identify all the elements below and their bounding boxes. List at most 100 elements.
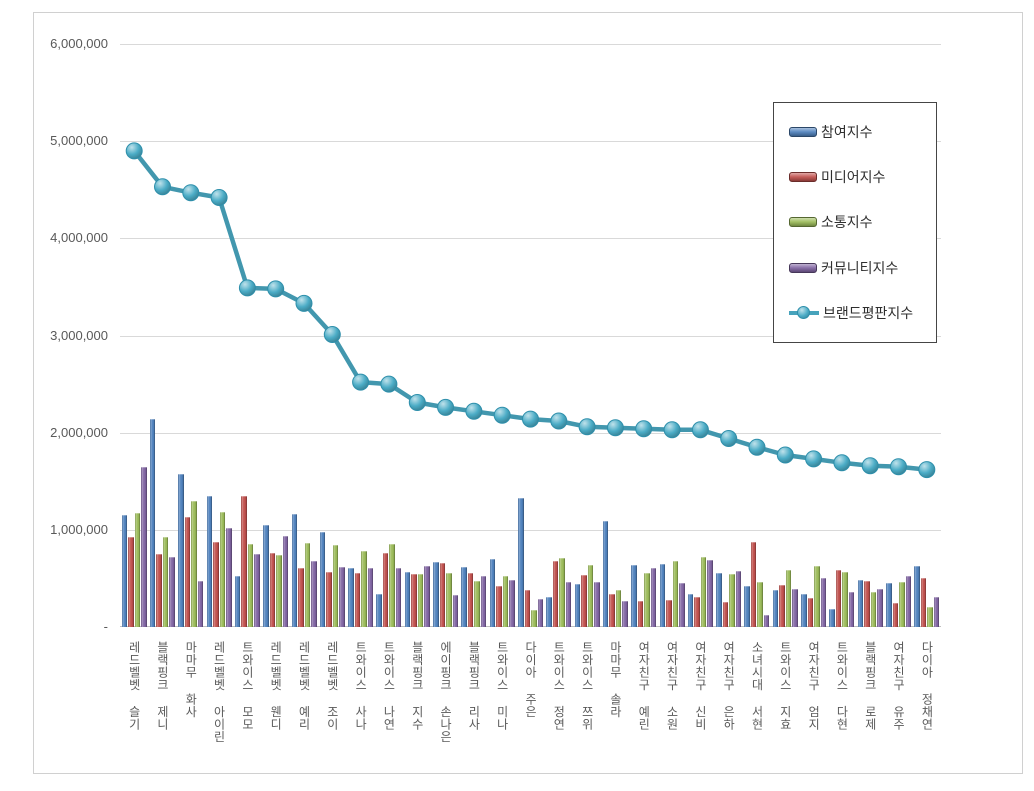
bar-참여지수: [121, 515, 128, 627]
bar-커뮤니티지수: [848, 592, 855, 627]
line-marker: [635, 420, 653, 438]
x-axis-category-label: 다이아 정채연: [919, 641, 934, 731]
legend-swatch-purple-bar: [789, 262, 817, 273]
x-axis-category-label: 레드벨벳 아이린: [212, 641, 227, 743]
bar-커뮤니티지수: [650, 567, 657, 627]
x-axis-category-label: 레드벨벳 슬기: [127, 641, 142, 731]
bar-커뮤니티지수: [763, 615, 770, 627]
bar-미디어지수: [864, 581, 870, 627]
bar-미디어지수: [241, 495, 247, 627]
bar-커뮤니티지수: [707, 559, 713, 627]
bar-미디어지수: [524, 590, 530, 627]
x-axis-category-label: 트와이스 쯔위: [580, 641, 595, 731]
bar-커뮤니티지수: [877, 589, 883, 627]
line-marker: [550, 412, 568, 430]
bar-참여지수: [489, 558, 496, 627]
bar-미디어지수: [213, 542, 219, 627]
bar-미디어지수: [581, 574, 587, 627]
y-axis-tick-label: 3,000,000: [50, 327, 108, 343]
bar-소통지수: [417, 573, 424, 627]
line-marker: [833, 454, 851, 472]
bar-소통지수: [700, 557, 707, 627]
bar-커뮤니티지수: [933, 596, 940, 627]
legend-item-communication-index: 소통지수: [774, 212, 936, 232]
x-axis-category-label: 레드벨벳 예리: [297, 641, 312, 731]
bar-참여지수: [149, 419, 156, 627]
y-axis-tick-label: 6,000,000: [50, 36, 108, 51]
x-axis-category-label: 마마무 솔라: [608, 641, 623, 718]
gridline: [120, 141, 941, 143]
legend-label: 미디어지수: [821, 169, 886, 186]
legend-item-community-index: 커뮤니티지수: [774, 258, 936, 278]
bar-참여지수: [801, 593, 807, 627]
line-marker: [691, 421, 709, 439]
bar-미디어지수: [156, 554, 162, 627]
bar-소통지수: [502, 576, 509, 627]
bar-소통지수: [615, 590, 622, 627]
bar-커뮤니티지수: [622, 600, 628, 627]
bar-소통지수: [474, 581, 480, 627]
bar-미디어지수: [128, 536, 134, 627]
x-axis-category-label: 레드벨벳 조이: [325, 641, 340, 731]
x-axis-category-label: 여자친구 은하: [721, 641, 736, 731]
bar-커뮤니티지수: [594, 582, 600, 627]
line-marker: [295, 294, 313, 312]
bar-참여지수: [263, 524, 269, 627]
bar-미디어지수: [892, 602, 899, 627]
x-axis-category-label: 여자친구 소원: [665, 641, 680, 731]
bar-커뮤니티지수: [282, 535, 289, 627]
bar-커뮤니티지수: [169, 557, 175, 627]
bar-미디어지수: [779, 585, 785, 627]
line-marker: [890, 458, 907, 476]
line-marker: [720, 430, 738, 447]
bar-소통지수: [644, 572, 650, 627]
x-axis-category-label: 여자친구 엄지: [806, 641, 821, 731]
x-axis-category-label: 여자친구 신비: [693, 641, 708, 731]
gridline: [120, 529, 941, 531]
legend-swatch-green-bar: [789, 217, 817, 228]
x-axis-category-label: 에이핑크 손나은: [438, 641, 453, 743]
legend-swatch-blue-bar: [789, 126, 817, 137]
legend-item-participation-index: 참여지수: [774, 122, 936, 142]
bar-참여지수: [546, 596, 552, 627]
bar-소통지수: [672, 560, 679, 627]
bar-커뮤니티지수: [905, 576, 912, 627]
bar-소통지수: [587, 564, 594, 627]
bar-참여지수: [433, 561, 439, 627]
x-axis-category-label: 여자친구 유주: [891, 641, 906, 731]
bar-커뮤니티지수: [197, 581, 204, 627]
bar-소통지수: [446, 572, 452, 627]
x-axis-category-label: 트와이스 다현: [834, 641, 849, 731]
bar-참여지수: [206, 495, 213, 627]
line-marker: [578, 418, 596, 436]
bar-소통지수: [559, 558, 565, 627]
bar-미디어지수: [298, 567, 304, 627]
x-axis-category-label: 블랙핑크 로제: [863, 641, 878, 731]
bar-커뮤니티지수: [480, 576, 487, 627]
bar-커뮤니티지수: [565, 582, 572, 627]
bar-커뮤니티지수: [141, 466, 147, 627]
x-axis-category-label: 마마무 화사: [183, 641, 198, 718]
bar-소통지수: [785, 569, 792, 627]
bar-미디어지수: [411, 573, 417, 627]
bar-참여지수: [857, 580, 864, 627]
bar-참여지수: [602, 521, 609, 627]
legend-label: 참여지수: [821, 123, 873, 140]
line-marker: [493, 406, 511, 424]
x-axis-category-label: 트와이스 정연: [551, 641, 566, 731]
bar-참여지수: [687, 593, 694, 627]
bar-소통지수: [899, 582, 905, 627]
bar-참여지수: [659, 563, 666, 627]
bar-참여지수: [461, 566, 467, 627]
line-marker: [182, 184, 200, 202]
bar-참여지수: [829, 608, 835, 627]
gridline: [120, 335, 941, 337]
bar-참여지수: [291, 514, 298, 627]
bar-미디어지수: [552, 560, 559, 627]
bar-소통지수: [389, 544, 395, 627]
line-marker: [238, 279, 256, 297]
line-marker: [663, 421, 681, 439]
bar-커뮤니티지수: [452, 594, 459, 627]
bar-소통지수: [531, 609, 537, 627]
legend-item-brand-reputation-index: 브랜드평판지수: [774, 303, 936, 323]
